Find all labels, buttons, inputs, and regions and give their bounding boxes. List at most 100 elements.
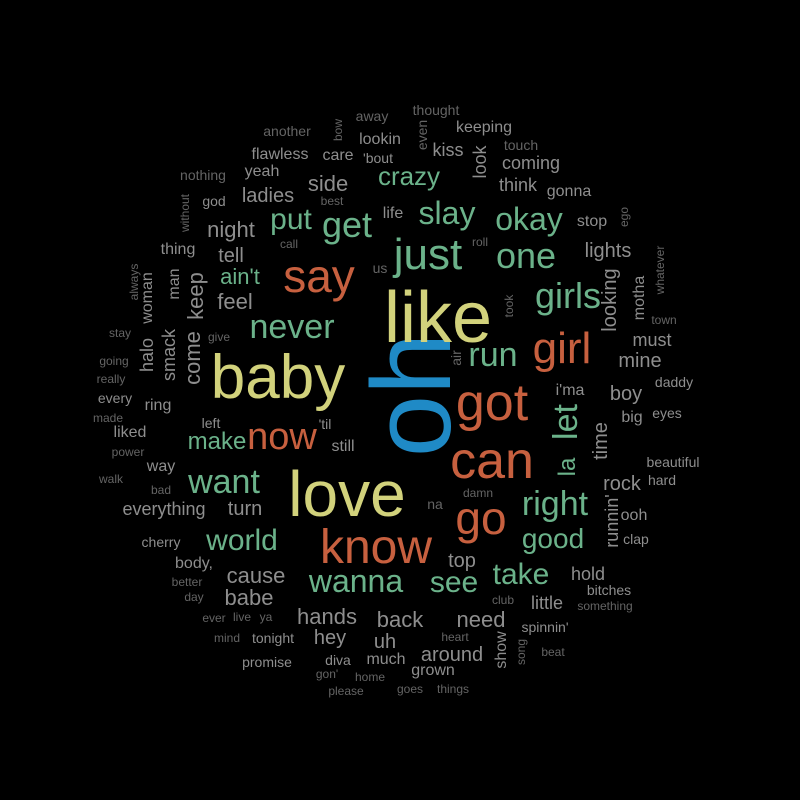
cloud-word: around <box>420 644 484 666</box>
cloud-word: hard <box>647 472 677 488</box>
cloud-word: still <box>331 438 355 455</box>
cloud-word: let <box>547 404 585 440</box>
cloud-word: never <box>249 308 335 346</box>
cloud-word: must <box>632 330 672 350</box>
cloud-word: 'bout <box>363 150 393 166</box>
cloud-word: uh <box>373 631 397 653</box>
cloud-word: best <box>320 194 344 208</box>
cloud-word: got <box>455 374 529 432</box>
cloud-word: i'ma <box>555 382 585 399</box>
cloud-word: lights <box>584 240 632 262</box>
cloud-word: daddy <box>654 374 694 390</box>
cloud-word: power <box>111 445 145 459</box>
cloud-word: now <box>247 416 317 458</box>
cloud-word: ooh <box>620 507 648 524</box>
cloud-word: babe <box>224 585 274 610</box>
cloud-word: hold <box>570 564 606 584</box>
cloud-word: call <box>279 237 299 251</box>
cloud-word: show <box>493 631 510 669</box>
cloud-word: promise <box>242 654 292 670</box>
cloud-word: rock <box>603 473 641 495</box>
cloud-word: just <box>393 230 463 279</box>
cloud-word: touch <box>503 137 539 153</box>
cloud-word: halo <box>137 337 157 373</box>
cloud-word: look <box>470 145 490 179</box>
cloud-word: ain't <box>220 264 260 289</box>
cloud-word: back <box>376 607 424 632</box>
cloud-word: can <box>450 432 534 490</box>
cloud-word: everything <box>122 499 206 519</box>
cloud-word: okay <box>495 201 563 237</box>
cloud-word: home <box>354 670 386 684</box>
cloud-word: kiss <box>432 140 464 160</box>
cloud-word: grown <box>411 662 455 679</box>
cloud-word: bad <box>150 483 172 497</box>
cloud-word: love <box>288 458 406 530</box>
cloud-word: beautiful <box>646 454 700 470</box>
cloud-word: 'til <box>318 416 332 432</box>
cloud-word: la <box>554 457 581 477</box>
cloud-word: life <box>382 205 404 222</box>
cloud-word: clap <box>623 531 649 547</box>
cloud-word: woman <box>139 272 156 324</box>
cloud-word: way <box>146 458 176 475</box>
cloud-word: damn <box>462 486 494 500</box>
cloud-word: time <box>590 422 612 460</box>
cloud-word: always <box>127 263 141 301</box>
cloud-word: runnin' <box>602 494 622 548</box>
cloud-word: think <box>498 175 538 195</box>
cloud-word: us <box>372 260 388 276</box>
cloud-word: girls <box>534 275 602 316</box>
cloud-word: even <box>414 119 430 151</box>
cloud-word: good <box>521 523 585 554</box>
cloud-word: whatever <box>653 245 667 295</box>
cloud-word: feel <box>217 289 253 314</box>
cloud-word: left <box>201 415 221 431</box>
cloud-word: made <box>92 411 124 425</box>
cloud-word: goes <box>396 682 424 696</box>
cloud-word: slay <box>418 195 476 231</box>
cloud-word: mind <box>213 631 241 645</box>
cloud-word: crazy <box>377 161 441 191</box>
cloud-word: motha <box>631 275 648 321</box>
cloud-word: night <box>207 217 255 242</box>
cloud-word: right <box>521 485 589 523</box>
cloud-word: thought <box>412 102 460 118</box>
cloud-word: say <box>283 250 355 302</box>
cloud-word: need <box>456 607 506 632</box>
cloud-word: club <box>491 593 515 607</box>
cloud-word: big <box>621 409 643 426</box>
cloud-word: diva <box>325 652 351 668</box>
cloud-word: town <box>651 313 677 327</box>
cloud-word: something <box>577 599 633 613</box>
cloud-word: boy <box>609 383 643 405</box>
cloud-word: get <box>321 204 373 245</box>
cloud-word: one <box>495 235 557 276</box>
cloud-word: hey <box>313 627 347 649</box>
cloud-word: away <box>355 108 389 124</box>
cloud-word: god <box>202 193 226 209</box>
cloud-word: want <box>188 463 260 501</box>
cloud-word: ladies <box>241 185 295 207</box>
cloud-word: heart <box>441 630 469 644</box>
cloud-word: na <box>427 496 443 512</box>
cloud-word: gonna <box>546 183 592 200</box>
cloud-word: know <box>319 521 433 574</box>
cloud-word: roll <box>471 235 489 249</box>
cloud-word: better <box>171 575 203 589</box>
cloud-word: go <box>455 492 507 544</box>
cloud-word: please <box>328 684 364 698</box>
cloud-word: care <box>322 147 354 164</box>
cloud-word: like <box>383 278 493 358</box>
cloud-word: liked <box>113 424 147 441</box>
cloud-word: see <box>429 566 479 599</box>
cloud-word: give <box>207 330 231 344</box>
cloud-word: side <box>307 171 349 196</box>
cloud-word: come <box>180 331 205 385</box>
cloud-word: eyes <box>652 405 682 421</box>
cloud-word: flawless <box>251 146 309 163</box>
cloud-word: run <box>468 336 518 374</box>
cloud-word: cherry <box>141 534 181 550</box>
cloud-word: tell <box>218 245 244 267</box>
